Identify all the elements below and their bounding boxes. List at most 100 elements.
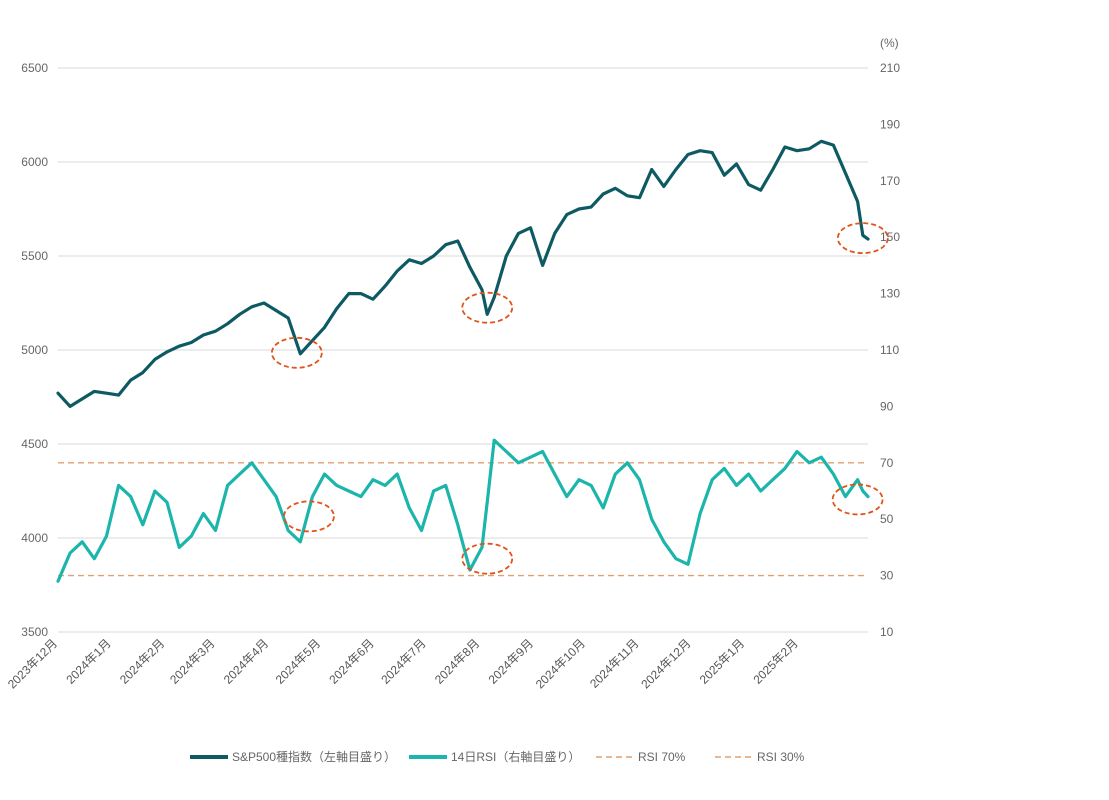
rsi-data-point — [862, 490, 864, 492]
rsi-data-point — [638, 479, 641, 481]
sp500-data-point — [432, 255, 435, 257]
rsi-data-point — [396, 473, 398, 475]
rsi-data-point — [675, 558, 677, 560]
x-axis-tick-label: 2023年12月 — [5, 636, 60, 691]
sp500-data-point — [542, 264, 544, 266]
highlight-ellipse — [831, 483, 884, 516]
sp500-data-point — [336, 308, 338, 310]
sp500-data-point — [862, 234, 864, 236]
sp500-data-point — [602, 193, 604, 195]
legend-item: RSI 30% — [715, 750, 805, 764]
rsi-data-point — [117, 484, 120, 486]
rsi-data-point — [602, 507, 604, 509]
rsi-data-point — [105, 535, 108, 537]
x-axis-tick-label: 2024年2月 — [117, 636, 167, 686]
highlight-ellipse — [461, 291, 514, 324]
sp500-data-point — [69, 405, 71, 407]
rsi-data-point — [445, 484, 447, 486]
rsi-data-point — [747, 473, 750, 475]
sp500-data-point — [857, 200, 859, 203]
sp500-data-point — [796, 150, 798, 152]
sp500-data-point — [408, 259, 410, 261]
sp500-data-point — [469, 266, 471, 268]
sp500-data-point — [239, 313, 241, 315]
sp500-data-point — [687, 153, 689, 156]
sp500-data-point — [784, 146, 786, 148]
sp500-data-point — [651, 168, 653, 171]
rsi-data-point — [590, 484, 592, 486]
rsi-data-point — [275, 496, 277, 498]
rsi-data-point — [784, 467, 786, 470]
right-axis-tick-label: 150 — [880, 230, 900, 244]
sp500-data-point — [299, 353, 301, 355]
rsi-data-point — [239, 473, 241, 475]
x-axis-tick-label: 2024年4月 — [221, 636, 271, 686]
right-axis-tick-label: 170 — [880, 174, 900, 188]
sp500-data-point — [638, 197, 641, 199]
rsi-data-point — [69, 552, 71, 554]
x-axis-tick-label: 2024年9月 — [486, 636, 536, 686]
sp500-data-point — [348, 293, 350, 295]
sp500-data-point — [323, 326, 326, 329]
rsi-data-point — [457, 524, 459, 526]
x-axis-tick-label: 2025年1月 — [697, 636, 747, 686]
rsi-data-point — [505, 450, 507, 453]
rsi-data-point — [808, 462, 810, 464]
rsi-data-point — [481, 546, 483, 549]
rsi-data-point — [614, 473, 616, 475]
rsi-data-point — [432, 490, 435, 492]
right-axis-tick-label: 190 — [880, 117, 900, 131]
highlight-ellipse — [461, 542, 514, 575]
sp500-data-point — [760, 189, 762, 191]
left-axis-tick-label: 3500 — [21, 625, 48, 639]
sp500-data-point — [263, 302, 265, 304]
rsi-data-point — [687, 563, 689, 565]
highlight-ellipse — [836, 222, 889, 255]
sp500-data-point — [190, 341, 192, 344]
rsi-data-point — [299, 541, 301, 543]
rsi-data-point — [408, 507, 410, 509]
sp500-data-point — [130, 379, 132, 381]
x-axis-tick-label: 2025年2月 — [750, 636, 800, 686]
rsi-data-point — [542, 450, 544, 453]
sp500-data-point — [178, 345, 180, 347]
rsi-data-point — [735, 484, 738, 486]
sp500-data-point — [420, 262, 423, 265]
rsi-data-point — [420, 529, 423, 532]
sp500-data-point — [445, 244, 447, 246]
x-axis-tick-label: 2024年6月 — [326, 636, 376, 686]
rsi-data-point — [651, 518, 653, 520]
rsi-data-point — [384, 484, 386, 486]
left-axis: 3500 4000 4500 5000 5500 6000 6500 — [21, 61, 48, 639]
x-axis-tick-label: 2024年8月 — [432, 636, 482, 686]
rsi-data-point — [287, 529, 289, 532]
legend: S&P500種指数（左軸目盛り） 14日RSI（右軸目盛り） RSI 70% RSI … — [190, 749, 805, 764]
rsi-data-point — [154, 490, 156, 492]
left-axis-tick-label: 4000 — [21, 531, 48, 545]
x-axis-tick-label: 2024年12月 — [638, 636, 693, 691]
sp500-data-point — [578, 208, 580, 210]
rsi-data-point — [323, 473, 326, 475]
sp500-data-point — [384, 285, 386, 287]
sp500-data-point — [214, 330, 217, 332]
rsi-data-point — [820, 456, 822, 458]
sp500-data-point — [396, 270, 398, 272]
right-axis-tick-label: 210 — [880, 61, 900, 75]
rsi-data-point — [699, 512, 701, 515]
rsi-data-point — [760, 490, 762, 492]
rsi-data-point — [166, 501, 168, 503]
sp500-data-point — [566, 214, 568, 216]
sp500-data-point — [360, 293, 362, 295]
rsi-data-point — [867, 496, 869, 498]
right-axis: (%) 10 30 50 70 90 110 130 150 170 190 210 — [880, 36, 900, 639]
sp500-data-point — [675, 168, 677, 171]
highlight-layer — [270, 222, 889, 575]
rsi-data-point — [663, 541, 665, 543]
sp500-data-point — [832, 144, 834, 146]
series-layer — [56, 139, 870, 583]
sp500-data-point — [57, 392, 59, 394]
sp500-data-point — [820, 140, 822, 142]
sp500-data-point — [311, 340, 314, 342]
sp500-data-point — [154, 358, 156, 360]
